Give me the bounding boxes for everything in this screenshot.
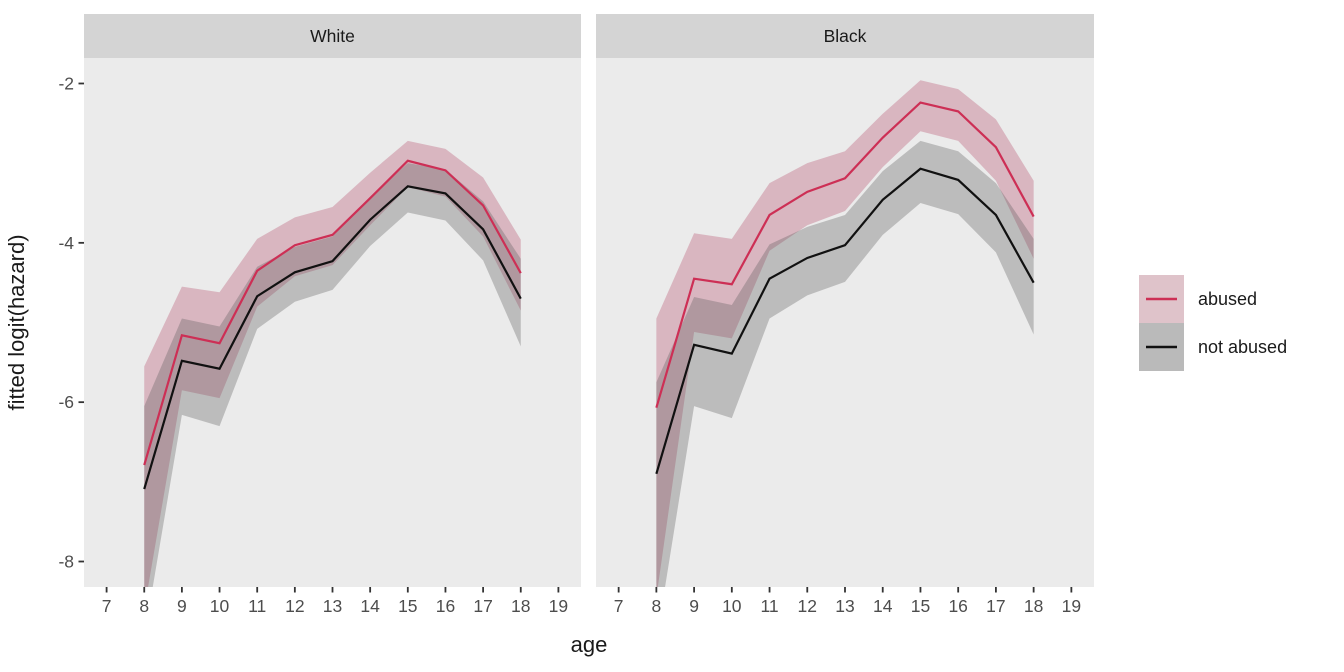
line-abused-black [655,101,1035,409]
x-tick-label: 17 [473,596,492,616]
line-not-abused-black [655,167,1035,475]
x-axis-title: age [571,632,608,657]
facet-strip-label-white: White [310,26,355,46]
x-tick-label: 7 [102,596,112,616]
x-tick-label: 15 [398,596,417,616]
x-tick-label: 13 [835,596,854,616]
y-tick-label: -6 [58,392,74,412]
x-tick-label: 10 [722,596,742,616]
x-tick-label: 14 [873,596,893,616]
ribbon-abused-black [656,80,1034,587]
ribbon-abused-white [144,140,521,587]
x-tick-label: 16 [948,596,967,616]
facet-strip-black [596,14,1094,58]
x-tick-label: 12 [798,596,817,616]
x-tick-label: 18 [1024,596,1043,616]
x-tick-label: 7 [614,596,624,616]
panel-white [84,58,581,587]
y-tick-label: -2 [58,73,74,93]
x-tick-label: 9 [689,596,699,616]
y-tick-label: -4 [58,233,74,253]
x-tick-label: 15 [911,596,930,616]
line-not-abused-white [143,185,522,490]
x-tick-label: 11 [248,596,266,616]
y-axis-title: fitted logit(hazard) [4,234,29,410]
y-tick-label: -8 [58,552,74,572]
panel-content-black [655,80,1035,587]
x-tick-label: 8 [139,596,149,616]
x-tick-label: 17 [986,596,1005,616]
x-tick-label: 14 [360,596,380,616]
x-tick-label: 11 [760,596,778,616]
x-tick-label: 16 [436,596,455,616]
ribbon-not-abused-black [656,140,1034,587]
legend-label-abused: abused [1198,289,1257,309]
panel-content-white [143,140,522,587]
x-tick-label: 9 [177,596,187,616]
panel-black [596,58,1094,587]
facet-strip-white [84,14,581,58]
x-tick-label: 12 [285,596,304,616]
x-tick-label: 19 [1062,596,1081,616]
x-tick-label: 10 [210,596,230,616]
x-tick-label: 13 [323,596,342,616]
legend: abused not abused [1139,275,1287,371]
x-tick-label: 8 [651,596,661,616]
x-tick-label: 18 [511,596,530,616]
legend-label-not-abused: not abused [1198,337,1287,357]
x-tick-label: 19 [549,596,568,616]
line-abused-white [143,159,522,466]
facet-strip-label-black: Black [824,26,867,46]
